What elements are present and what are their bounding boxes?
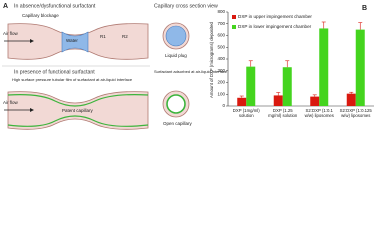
- y-tick-label: 300: [217, 68, 225, 73]
- bar: [346, 93, 356, 106]
- y-tick-label: 0: [222, 103, 225, 108]
- figure: A In absence/dysfunctional surfactant Ai…: [2, 3, 374, 130]
- cross-section-plug: [165, 25, 187, 47]
- air-label: Air flow: [3, 100, 19, 105]
- legend-label: DXP in upper impingement chamber: [238, 14, 312, 19]
- arrow-head: [30, 108, 34, 112]
- blockage-label: Capillary blockage: [22, 13, 59, 18]
- plug-label: Liquid plug: [165, 53, 187, 58]
- y-tick-label: 400: [217, 56, 225, 61]
- water-label: Water: [66, 38, 78, 43]
- capillary-tube: [7, 91, 149, 130]
- legend-label: DXP in lower impingement chamber: [238, 24, 312, 29]
- y-tick-label: 800: [217, 9, 225, 14]
- adsorbed-label: Surfactant adsorbed at air-liquid interf…: [154, 69, 228, 74]
- x-tick-label: DXP (1.25 mg/ml) solution: [268, 108, 298, 118]
- x-tick-label: DXP (1mg/ml) solution: [232, 108, 260, 118]
- y-axis-label: Amount of DXP (micrograms) deposited: [209, 21, 214, 97]
- figure-svg: A In absence/dysfunctional surfactant Ai…: [2, 3, 374, 130]
- y-tick-label: 700: [217, 21, 225, 26]
- air-label: Air flow: [3, 31, 19, 36]
- y-tick-label: 600: [217, 33, 225, 38]
- panel-label: A: [3, 3, 8, 10]
- patent-label: Patent capillary: [62, 108, 94, 113]
- surfactant-film: [7, 115, 149, 127]
- panel-label: B: [362, 5, 367, 12]
- bar: [282, 67, 292, 106]
- arrow-head: [30, 39, 34, 43]
- r1-label: R1: [100, 34, 106, 39]
- cross-section-film: [166, 94, 186, 114]
- bar: [246, 66, 256, 106]
- bar: [310, 96, 320, 106]
- diagram-title: In presence of functional surfactant: [14, 69, 95, 75]
- bar: [237, 97, 247, 106]
- y-tick-label: 500: [217, 44, 225, 49]
- bar: [319, 28, 329, 107]
- y-tick-label: 100: [217, 91, 225, 96]
- y-tick-label: 200: [217, 80, 225, 85]
- bar: [273, 95, 283, 106]
- diagram-title: In absence/dysfunctional surfactant: [14, 3, 96, 9]
- legend-swatch: [232, 15, 236, 19]
- open-label: Open capillary: [163, 121, 193, 126]
- legend-swatch: [232, 25, 236, 29]
- x-tick-label: S2:DXP (1:0.125 w/w) liposomes: [339, 108, 372, 118]
- film-label: High surface pressure tubular film of su…: [12, 77, 133, 82]
- surfactant-film: [7, 94, 149, 107]
- x-tick-label: S2:DXP (1:0.1 w/w) liposomes: [304, 108, 334, 118]
- side-title: Capillary cross section view: [154, 3, 218, 9]
- bar: [355, 29, 365, 106]
- r2-label: R2: [122, 34, 128, 39]
- liquid-plug: [61, 31, 89, 53]
